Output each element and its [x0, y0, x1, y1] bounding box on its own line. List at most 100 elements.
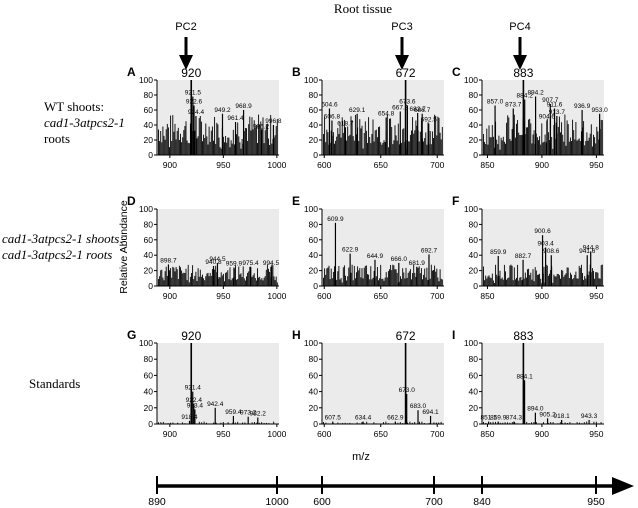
panel-letter: A [127, 65, 136, 79]
peak-label: 918.1 [553, 413, 570, 420]
peak-label: 694.1 [422, 409, 439, 416]
x-tick-label: 950 [589, 291, 603, 301]
panel-letter: G [127, 328, 136, 342]
peak-label: 922.6 [186, 99, 203, 106]
peak-label: 692.7 [421, 247, 438, 254]
peak-label: 921.5 [185, 90, 202, 97]
y-tick-label: 20 [144, 266, 154, 276]
peak-label: 673.0 [399, 387, 416, 394]
x-tick-label: 650 [374, 429, 388, 439]
x-tick-label: 650 [374, 291, 388, 301]
y-tick-label: 40 [309, 120, 319, 130]
peak-label: 644.9 [367, 253, 384, 260]
x-tick-label: 700 [430, 291, 444, 301]
x-tick-label: 1000 [267, 429, 286, 439]
y-tick-label: 100 [464, 338, 478, 348]
x-tick-label: 850 [480, 429, 494, 439]
peak-label: 943.3 [581, 413, 598, 420]
y-tick-label: 60 [309, 370, 319, 380]
y-tick-label: 80 [144, 354, 154, 364]
row-label-mutant-line2: cad1-3atpcs2-1 roots [2, 247, 113, 262]
y-tick-label: 60 [469, 235, 479, 245]
y-tick-label: 20 [469, 266, 479, 276]
y-tick-label: 0 [313, 419, 318, 429]
peak-label: 996.8 [265, 118, 282, 125]
y-tick-label: 20 [469, 403, 479, 413]
x-tick-label: 950 [216, 429, 230, 439]
y-tick-label: 40 [309, 250, 319, 260]
peak-label: 667.3 [392, 105, 409, 112]
peak-label: 682.7 [410, 106, 427, 113]
y-tick-label: 40 [469, 120, 479, 130]
target-peak-label: 883 [513, 66, 533, 80]
y-tick-label: 40 [144, 120, 154, 130]
peak-label: 942.4 [207, 401, 224, 408]
y-tick-label: 100 [464, 75, 478, 85]
peak-label: 905.2 [539, 411, 556, 418]
panel-letter: F [452, 194, 459, 208]
x-tick-label: 900 [535, 291, 549, 301]
y-tick-label: 60 [144, 370, 154, 380]
y-tick-label: 100 [304, 338, 318, 348]
y-tick-label: 20 [309, 403, 319, 413]
x-tick-label: 850 [480, 291, 494, 301]
x-tick-label: 950 [589, 429, 603, 439]
peak-label: 683.0 [410, 403, 427, 410]
peak-label: 629.1 [349, 107, 366, 114]
x-tick-label: 650 [374, 160, 388, 170]
peak-label: 673.6 [399, 99, 416, 106]
root-tissue-header: Root tissue [334, 1, 392, 16]
x-tick-label: 1000 [267, 160, 286, 170]
y-tick-label: 80 [469, 219, 479, 229]
peak-label: 994.5 [263, 260, 280, 267]
y-tick-label: 80 [144, 219, 154, 229]
x-tick-label: 900 [535, 429, 549, 439]
peak-label: 968.9 [235, 103, 252, 110]
x-axis-label: m/z [352, 451, 370, 463]
mz-scale-label: 950 [587, 496, 605, 508]
x-tick-label: 900 [535, 160, 549, 170]
peak-label: 859.9 [490, 249, 507, 256]
target-peak-label: 883 [513, 329, 533, 343]
plot-area [482, 343, 604, 424]
panel-letter: B [292, 65, 301, 79]
y-tick-label: 0 [473, 150, 478, 160]
x-tick-label: 950 [216, 291, 230, 301]
target-peak-label: 672 [396, 329, 416, 343]
peak-label: 944.8 [583, 244, 600, 251]
mz-scale-label: 1000 [265, 496, 289, 508]
row-label-standards: Standards [29, 376, 80, 392]
y-tick-label: 60 [144, 235, 154, 245]
peak-label: 894.0 [527, 406, 544, 413]
peak-label: 911.6 [547, 102, 563, 109]
peak-label: 681.9 [409, 260, 426, 267]
peak-label: 944.5 [209, 256, 226, 263]
y-tick-label: 100 [139, 204, 153, 214]
row-label-wt-line3: roots [44, 131, 70, 146]
column-label-pc2: PC2 [175, 21, 196, 33]
row-label-standards-line1: Standards [29, 376, 81, 391]
y-tick-label: 60 [469, 105, 479, 115]
x-tick-label: 700 [430, 160, 444, 170]
y-tick-label: 80 [469, 90, 479, 100]
y-tick-label: 100 [304, 75, 318, 85]
peak-label: 634.4 [355, 415, 372, 422]
target-peak-label: 920 [181, 66, 201, 80]
row-label-wt-line2: cad1-3atpcs2-1 [44, 115, 125, 130]
arrow-down-icon [179, 55, 193, 70]
peak-label: 918.4 [181, 414, 198, 421]
row-label-mutant-line1: cad1-3atpcs2-1 shoots: [2, 231, 124, 246]
peak-label: 686.7 [414, 107, 431, 114]
peak-label: 884.1 [516, 373, 533, 380]
peak-label: 851.1 [481, 415, 498, 422]
y-tick-label: 100 [464, 204, 478, 214]
peak-label: 941.6 [579, 248, 596, 255]
panel-letter: H [292, 328, 301, 342]
y-axis-label: Relative Abundance [118, 200, 130, 294]
peak-label: 900.6 [534, 228, 551, 235]
peak-label: 894.2 [527, 90, 544, 97]
y-tick-label: 20 [309, 266, 319, 276]
x-tick-label: 900 [163, 429, 177, 439]
